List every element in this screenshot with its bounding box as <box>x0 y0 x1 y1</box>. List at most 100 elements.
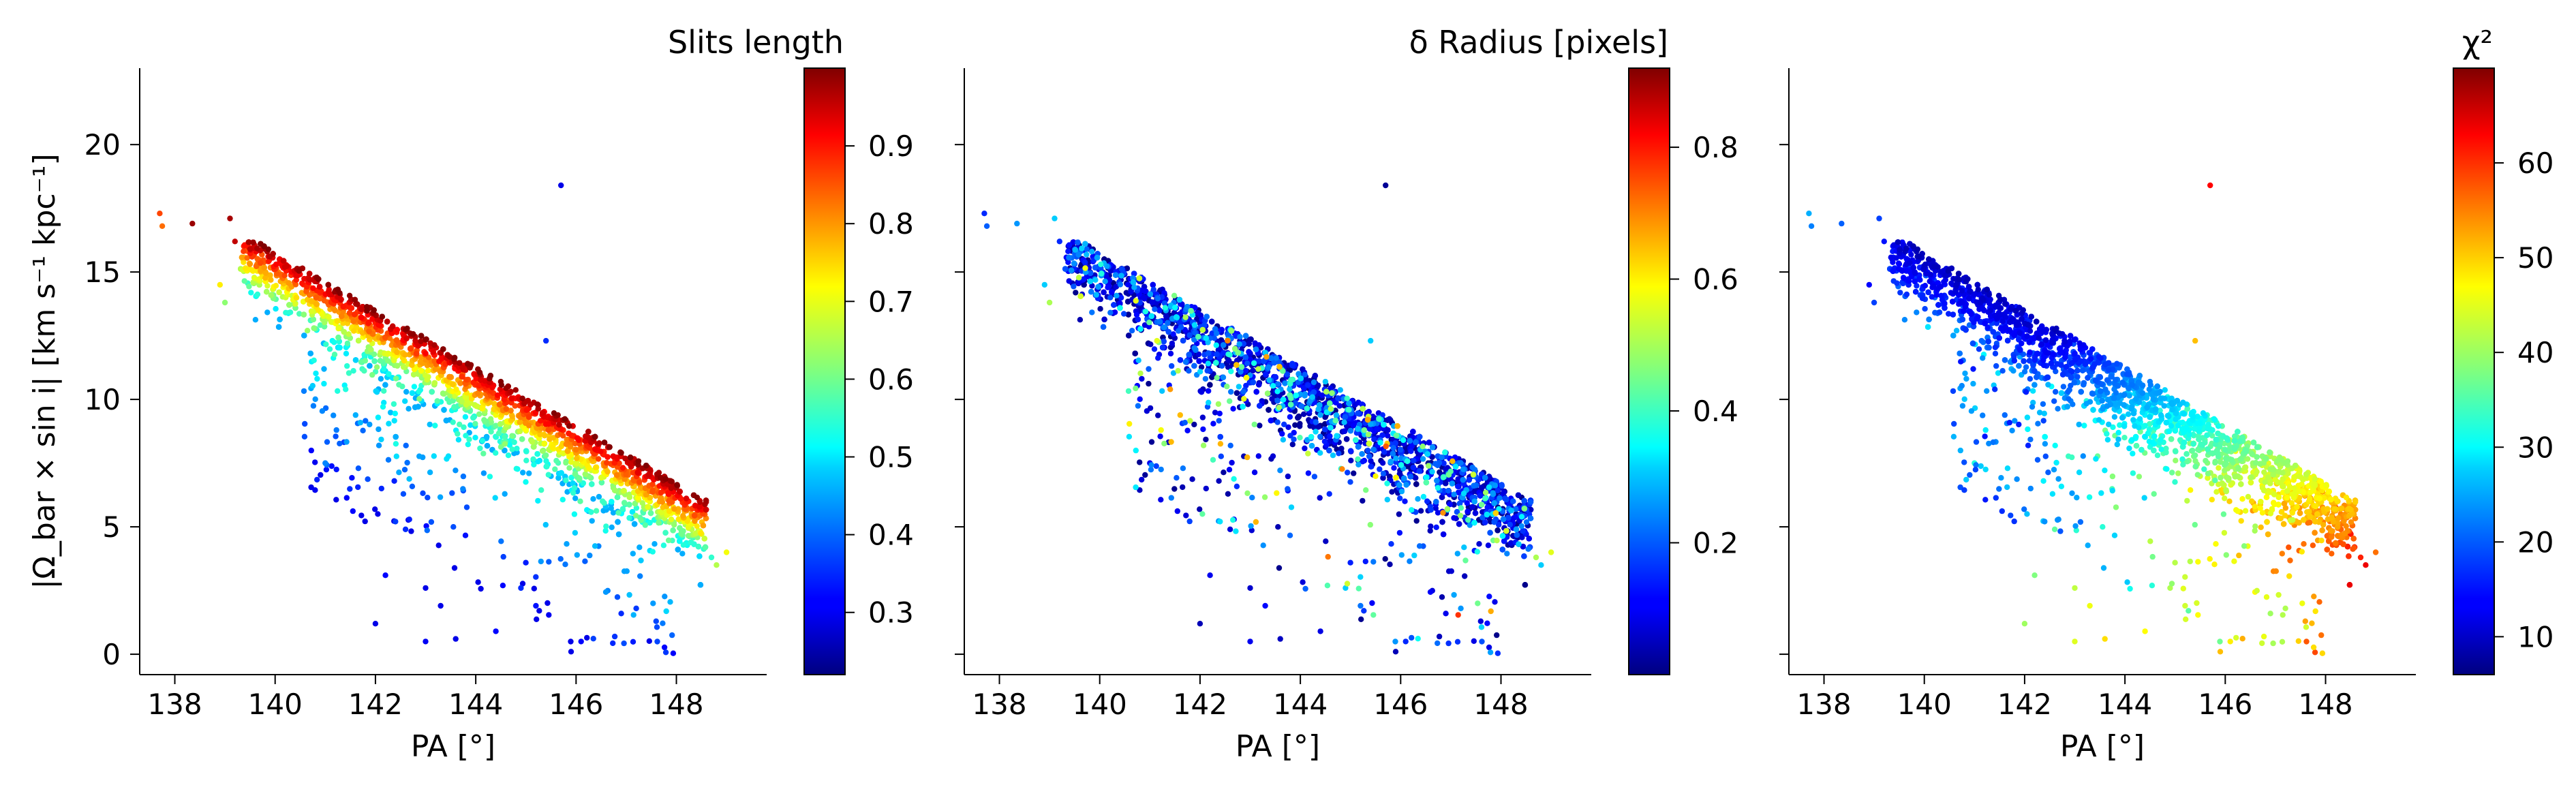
data-point <box>645 472 652 478</box>
data-point <box>408 528 414 534</box>
data-point <box>649 489 656 495</box>
data-point <box>647 519 653 526</box>
data-point <box>239 254 245 260</box>
data-point <box>334 318 341 324</box>
data-point <box>492 495 498 501</box>
data-point <box>386 371 392 378</box>
data-point <box>714 562 720 568</box>
data-point <box>502 433 508 440</box>
data-point <box>462 414 469 420</box>
data-point <box>611 633 618 640</box>
data-point <box>634 470 641 476</box>
data-point <box>427 470 433 476</box>
data-point <box>470 414 476 421</box>
data-point <box>563 459 569 466</box>
data-point <box>435 542 442 549</box>
data-point <box>570 480 576 487</box>
data-point <box>440 390 446 397</box>
data-point <box>540 448 546 454</box>
data-point <box>337 344 343 351</box>
data-point <box>418 367 425 374</box>
data-point <box>323 341 329 348</box>
data-point <box>301 311 307 318</box>
data-point <box>273 306 279 312</box>
data-point <box>615 519 621 525</box>
data-point <box>587 552 593 559</box>
data-point <box>318 472 324 478</box>
data-point <box>431 380 438 386</box>
data-point <box>331 352 338 358</box>
data-point <box>328 463 335 470</box>
data-point <box>615 531 622 538</box>
data-point <box>311 325 317 331</box>
data-point <box>518 585 524 591</box>
data-point <box>661 644 668 651</box>
data-point <box>496 430 502 436</box>
data-point <box>472 435 478 441</box>
data-point <box>159 223 166 229</box>
data-point <box>261 264 267 271</box>
data-point <box>543 337 549 344</box>
data-point <box>350 368 356 374</box>
data-point <box>264 309 271 316</box>
data-point <box>702 544 709 551</box>
data-point <box>450 381 456 388</box>
data-point <box>511 439 517 446</box>
data-point <box>571 484 578 491</box>
data-point <box>502 447 508 454</box>
data-point <box>323 467 330 473</box>
data-point <box>352 357 359 363</box>
data-point <box>557 556 564 562</box>
data-point <box>366 328 372 335</box>
data-point <box>545 427 551 433</box>
data-point <box>408 345 414 352</box>
data-point <box>650 600 656 606</box>
data-point <box>446 373 453 380</box>
data-point <box>350 318 356 324</box>
data-point <box>680 512 686 519</box>
data-point <box>308 447 314 454</box>
data-point <box>610 453 617 459</box>
data-point <box>558 182 564 189</box>
data-point <box>602 589 609 595</box>
data-point <box>314 476 320 483</box>
data-point <box>588 509 594 515</box>
data-point <box>514 446 520 452</box>
data-point <box>276 289 282 296</box>
data-point <box>378 485 384 492</box>
data-point <box>678 530 684 537</box>
data-point <box>574 552 580 558</box>
data-point <box>669 632 675 639</box>
data-point <box>340 303 346 310</box>
data-point <box>217 281 223 288</box>
data-point <box>503 405 509 412</box>
data-point <box>343 350 350 357</box>
data-point <box>498 538 504 544</box>
data-point <box>598 448 604 455</box>
data-point <box>566 430 572 437</box>
data-point <box>451 404 457 410</box>
data-point <box>651 541 658 547</box>
data-point <box>642 522 648 528</box>
data-point <box>637 544 643 551</box>
data-point <box>696 553 703 559</box>
data-point <box>577 498 583 504</box>
data-point <box>335 325 341 332</box>
data-point <box>688 539 694 545</box>
data-point <box>249 267 255 273</box>
data-point <box>367 421 373 428</box>
data-point <box>624 568 630 574</box>
data-point <box>549 444 556 450</box>
data-point <box>460 486 466 492</box>
data-point <box>443 417 450 424</box>
data-point <box>626 494 632 500</box>
data-point <box>466 436 472 442</box>
data-point <box>584 507 590 513</box>
data-point <box>251 275 258 281</box>
data-point <box>622 499 628 506</box>
data-point <box>534 451 540 457</box>
data-point <box>413 350 420 357</box>
data-point <box>381 388 387 394</box>
data-point <box>378 375 384 382</box>
